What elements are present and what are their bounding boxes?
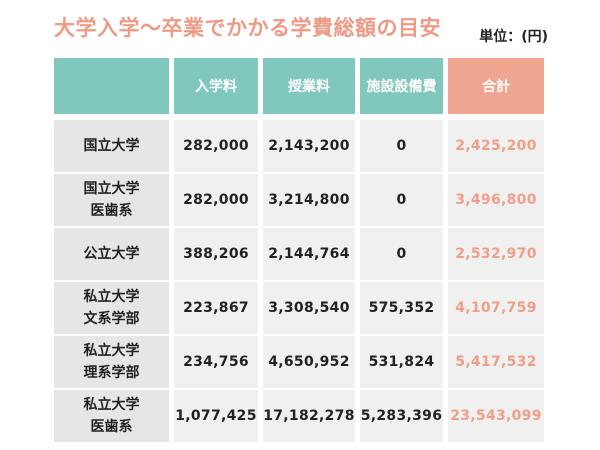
cell-admission-fee: 1,077,425 <box>174 390 258 442</box>
cell-facility-fee: 0 <box>360 120 443 172</box>
row-label-private-humanities: 私立大学 文系学部 <box>54 282 169 334</box>
header-total: 合計 <box>448 58 544 114</box>
cell-admission-fee: 234,756 <box>174 336 258 388</box>
cell-admission-fee: 282,000 <box>174 174 258 226</box>
cell-total: 4,107,759 <box>448 282 544 334</box>
row-label-private-science: 私立大学 理系学部 <box>54 336 169 388</box>
row-label-line: 国立大学 <box>83 181 140 197</box>
cell-tuition: 3,308,540 <box>263 282 355 334</box>
row-label-line: 私立大学 <box>83 289 140 305</box>
cell-total: 2,425,200 <box>448 120 544 172</box>
row-label-public: 公立大学 <box>54 228 169 280</box>
header-corner-cell <box>54 58 169 114</box>
row-label-line: 私立大学 <box>83 397 140 413</box>
cell-admission-fee: 223,867 <box>174 282 258 334</box>
cell-total: 23,543,099 <box>448 390 544 442</box>
header-admission-fee: 入学料 <box>174 58 258 114</box>
row-label-line: 私立大学 <box>83 343 140 359</box>
cell-facility-fee: 531,824 <box>360 336 443 388</box>
row-label-line: 理系学部 <box>83 365 140 381</box>
cell-tuition: 2,144,764 <box>263 228 355 280</box>
cell-tuition: 17,182,278 <box>263 390 355 442</box>
cell-facility-fee: 575,352 <box>360 282 443 334</box>
row-label-national: 国立大学 <box>54 120 169 172</box>
cell-facility-fee: 0 <box>360 174 443 226</box>
row-label-line: 公立大学 <box>83 246 140 262</box>
page-title: 大学入学〜卒業でかかる学費総額の目安 <box>54 16 441 40</box>
cell-facility-fee: 0 <box>360 228 443 280</box>
cell-tuition: 2,143,200 <box>263 120 355 172</box>
row-label-line: 国立大学 <box>83 138 140 154</box>
header-facility-fee: 施設設備費 <box>360 58 443 114</box>
row-label-line: 文系学部 <box>83 311 140 327</box>
cell-facility-fee: 5,283,396 <box>360 390 443 442</box>
cell-total: 5,417,532 <box>448 336 544 388</box>
row-label-line: 医歯系 <box>90 203 133 219</box>
cell-admission-fee: 388,206 <box>174 228 258 280</box>
cell-total: 3,496,800 <box>448 174 544 226</box>
cell-total: 2,532,970 <box>448 228 544 280</box>
header-tuition: 授業料 <box>263 58 355 114</box>
row-label-national-medical: 国立大学 医歯系 <box>54 174 169 226</box>
cell-admission-fee: 282,000 <box>174 120 258 172</box>
row-label-line: 医歯系 <box>90 419 133 435</box>
cell-tuition: 4,650,952 <box>263 336 355 388</box>
row-label-private-medical: 私立大学 医歯系 <box>54 390 169 442</box>
unit-label: 単位：(円) <box>479 29 548 45</box>
cell-tuition: 3,214,800 <box>263 174 355 226</box>
